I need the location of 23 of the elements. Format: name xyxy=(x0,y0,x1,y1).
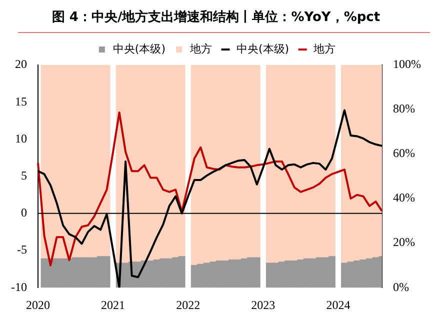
x-tick-label: 2024 xyxy=(326,298,350,312)
y2-tick-label: 40% xyxy=(393,190,416,205)
legend-label: 中央(本级) xyxy=(236,42,290,56)
y-tick-label: 0 xyxy=(20,206,27,220)
y-tick-label: 15 xyxy=(14,94,27,108)
x-tick-label: 2020 xyxy=(26,298,50,312)
y2-tick-label: 100% xyxy=(393,57,422,72)
chart-title: 图 4：中央/地方支出增速和结构丨单位：%YoY，%pct xyxy=(50,8,382,26)
x-tick-label: 2022 xyxy=(176,298,200,312)
y2-tick-label: 20% xyxy=(393,235,416,250)
y-tick-label: 20 xyxy=(14,57,27,72)
y2-tick-label: 80% xyxy=(393,102,416,116)
y-tick-label: 5 xyxy=(20,168,27,182)
x-tick-label: 2023 xyxy=(251,298,276,312)
y-tick-label: -5 xyxy=(16,242,27,257)
legend-label: 中央(本级) xyxy=(112,42,166,56)
legend-label: 地方 xyxy=(189,42,212,56)
y-tick-label: -10 xyxy=(10,280,27,294)
y-tick-label: 10 xyxy=(14,131,27,146)
x-tick-label: 2021 xyxy=(101,298,126,312)
y2-tick-label: 60% xyxy=(393,146,416,160)
legend-label: 地方 xyxy=(312,42,336,56)
y2-tick-label: 0% xyxy=(393,280,410,294)
